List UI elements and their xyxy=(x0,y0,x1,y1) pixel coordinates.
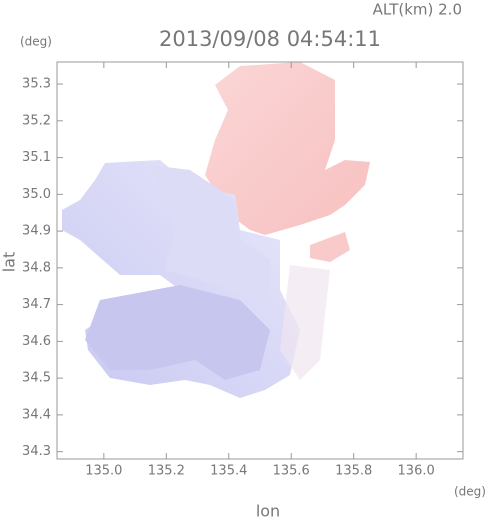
x-tick-label: 135.4 xyxy=(210,464,247,479)
y-tick-label: 35.2 xyxy=(22,113,51,128)
radar-field xyxy=(62,62,370,398)
plot-frame xyxy=(56,61,464,460)
y-tick-label: 35.3 xyxy=(22,77,51,92)
x-tick-label: 135.2 xyxy=(148,464,185,479)
y-axis-label: lat xyxy=(0,252,19,273)
y-tick-label: 35.0 xyxy=(22,187,51,202)
y-tick-label: 35.1 xyxy=(22,150,51,165)
y-tick-label: 34.6 xyxy=(22,334,51,349)
y-tick-label: 34.8 xyxy=(22,260,51,275)
x-unit: (deg) xyxy=(454,485,486,499)
x-axis-label: lon xyxy=(256,502,280,521)
y-unit: (deg) xyxy=(20,35,52,49)
x-tick-label: 135.0 xyxy=(85,464,122,479)
y-tick-label: 34.4 xyxy=(22,407,51,422)
x-tick-label: 135.6 xyxy=(273,464,310,479)
y-tick-label: 34.5 xyxy=(22,371,51,386)
y-tick-label: 34.7 xyxy=(22,297,51,312)
x-tick-label: 135.8 xyxy=(335,464,372,479)
y-tick-label: 34.9 xyxy=(22,224,51,239)
altitude-label: ALT(km) 2.0 xyxy=(373,1,462,19)
chart-title: 2013/09/08 04:54:11 xyxy=(159,27,381,51)
y-tick-label: 34.3 xyxy=(22,444,51,459)
x-tick-label: 136.0 xyxy=(398,464,435,479)
